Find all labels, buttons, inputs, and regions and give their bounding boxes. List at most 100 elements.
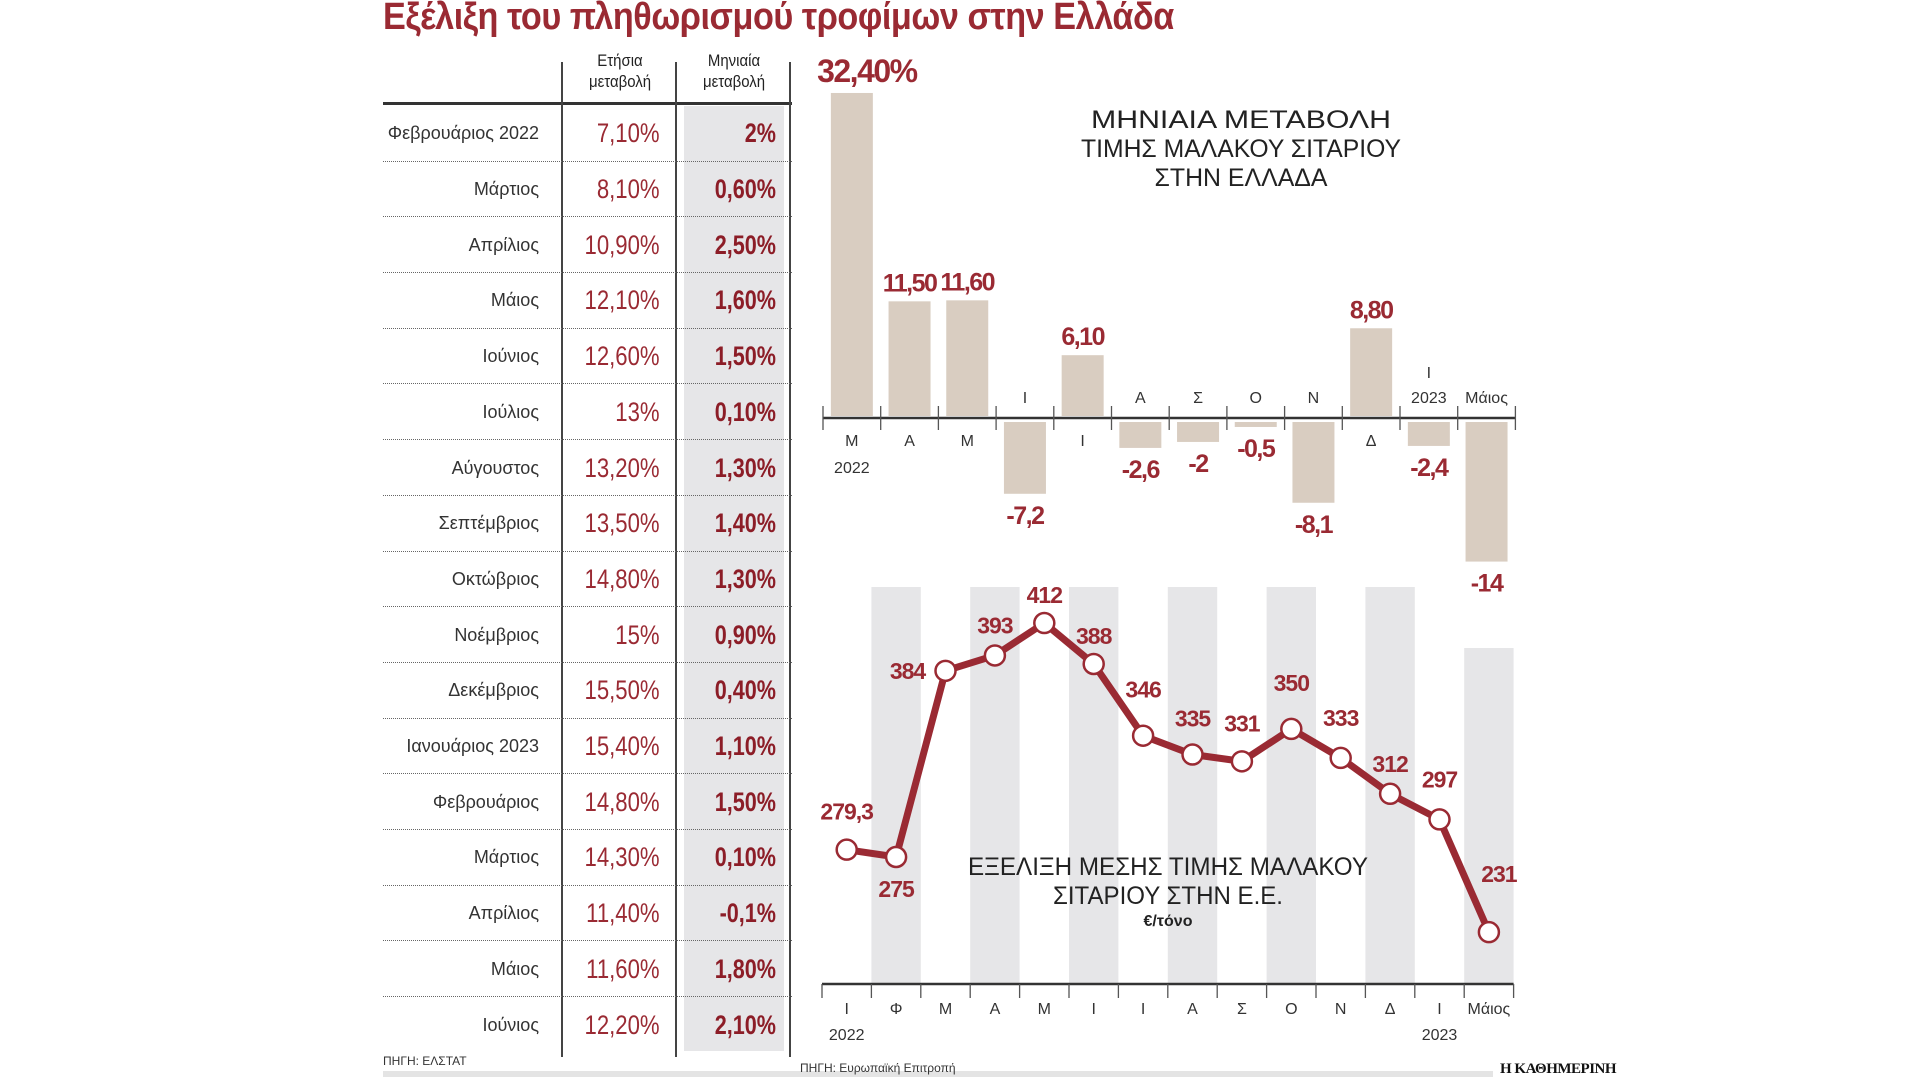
column-divider <box>789 62 791 1057</box>
line-category-label: Ν <box>1335 1001 1347 1018</box>
price-value-label: 335 <box>1175 706 1212 732</box>
bar-year-label: 2023 <box>1411 390 1447 407</box>
header-monthly-change: Μηνιαία μεταβολή <box>686 50 783 92</box>
line-chart-title: ΕΞΕΛΙΞΗ ΜΕΣΗΣ ΤΙΜΗΣ ΜΑΛΑΚΟΥ ΣΙΤΑΡΙΟΥ ΣΤΗ… <box>968 853 1368 930</box>
table-row: Απρίλιος 10,90% 2,50% <box>383 217 792 274</box>
bar-category-label: Ο <box>1250 390 1262 407</box>
row-month: Νοέμβριος <box>454 624 539 645</box>
line-category-label: Δ <box>1385 1001 1396 1018</box>
row-divider <box>383 884 792 886</box>
price-value-label: 384 <box>890 658 927 684</box>
row-divider <box>383 606 792 608</box>
bar <box>1234 422 1277 427</box>
table-row: Ιανουάριος 2023 15,40% 1,10% <box>383 719 792 775</box>
row-month: Δεκέμβριος <box>448 680 539 701</box>
bar <box>1119 422 1162 448</box>
header-annual-line1: Ετήσια <box>597 51 643 70</box>
row-month: Φεβρουάριος 2022 <box>387 123 539 144</box>
row-divider <box>383 383 792 385</box>
row-annual-change: 14,30% <box>584 842 660 873</box>
price-value-label: 231 <box>1481 861 1518 887</box>
bar-value-label: -0,5 <box>1237 435 1276 463</box>
row-monthly-change: 1,60% <box>714 285 776 316</box>
row-monthly-change: 2,50% <box>714 229 776 260</box>
column-divider <box>675 62 677 1057</box>
bar-category-label: Δ <box>1366 433 1377 450</box>
price-point <box>1329 746 1352 770</box>
row-month: Μάιος <box>490 290 539 311</box>
row-monthly-change: 2,10% <box>714 1009 776 1040</box>
bar <box>888 301 931 416</box>
bar <box>946 300 989 416</box>
bar-value-label: -8,1 <box>1295 511 1334 539</box>
brand-logo: Η ΚΑΘΗΜΕΡΙΝΗ <box>1500 1061 1617 1077</box>
price-point <box>1477 920 1501 944</box>
row-divider <box>383 996 792 998</box>
row-annual-change: 13,20% <box>584 452 660 483</box>
price-point <box>1428 808 1451 831</box>
row-monthly-change: 1,40% <box>714 508 776 539</box>
row-divider <box>383 550 792 552</box>
footer-bar <box>383 1071 1493 1077</box>
price-point <box>1378 782 1402 806</box>
row-monthly-change: 1,30% <box>714 452 776 483</box>
line-year-label: 2023 <box>1422 1027 1458 1044</box>
bar-value-label: -2,4 <box>1410 454 1449 482</box>
price-point <box>1033 611 1056 635</box>
bar-value-label: -14 <box>1471 570 1504 598</box>
line-category-label: Α <box>990 1001 1001 1018</box>
monthly-column-shading <box>684 106 784 1051</box>
bar-category-label: Α <box>1135 390 1146 407</box>
line-title-line2: ΣΙΤΑΡΙΟΥ ΣΤΗΝ Ε.Ε. <box>1053 882 1283 910</box>
price-value-label: 346 <box>1125 677 1161 703</box>
price-value-label: 312 <box>1372 751 1408 777</box>
bar-year-label: 2022 <box>834 460 870 477</box>
row-divider <box>383 940 792 942</box>
row-month: Μάιος <box>490 958 539 979</box>
bar-category-label: Ι <box>1427 365 1431 382</box>
row-annual-change: 8,10% <box>596 174 660 205</box>
row-monthly-change: 0,40% <box>714 675 776 706</box>
line-category-label: Σ <box>1237 1001 1247 1018</box>
row-divider <box>383 717 792 719</box>
row-month: Φεβρουάριος <box>432 791 539 812</box>
row-annual-change: 15,40% <box>584 731 660 762</box>
row-monthly-change: 1,50% <box>714 341 776 372</box>
line-category-label: Ο <box>1285 1001 1297 1018</box>
bar <box>1061 355 1104 416</box>
table-row: Μάρτιος 8,10% 0,60% <box>383 162 792 218</box>
price-value-label: 388 <box>1076 623 1113 649</box>
bar <box>1003 422 1046 494</box>
price-value-label: 275 <box>878 876 915 902</box>
row-month: Σεπτέμβριος <box>438 513 539 534</box>
monthly-change-bar-chart: 32,40% Μ 11,50 Α 11,60 Μ -7,2 Ι 6,10 Ι -2,6 Α -2 Σ -0,… <box>817 53 1517 598</box>
table-row: Οκτώβριος 14,80% 1,30% <box>383 552 792 608</box>
row-annual-change: 11,40% <box>586 898 660 929</box>
row-divider <box>383 160 792 162</box>
price-point <box>934 659 957 683</box>
line-chart-source: ΠΗΓΗ: Ευρωπαϊκή Επιτροπή <box>800 1061 956 1075</box>
bar-category-label: Μάιος <box>1465 390 1508 407</box>
row-month: Αύγουστος <box>451 457 539 478</box>
table-row: Μάιος 11,60% 1,80% <box>383 942 792 998</box>
header-monthly-line1: Μηνιαία <box>707 51 761 70</box>
price-value-label: 393 <box>977 612 1013 638</box>
price-value-label: 279,3 <box>820 799 873 825</box>
row-annual-change: 10,90% <box>584 229 660 260</box>
bar-title-line2: ΤΙΜΗΣ ΜΑΛΑΚΟΥ ΣΙΤΑΡΙΟΥ <box>1081 135 1401 163</box>
bar-category-label: Μ <box>845 433 858 450</box>
row-monthly-change: 0,60% <box>714 174 776 205</box>
price-value-label: 333 <box>1323 705 1359 731</box>
row-annual-change: 14,80% <box>584 786 660 817</box>
bar-category-label: Α <box>904 433 915 450</box>
bar-value-label: -2,6 <box>1122 456 1160 484</box>
bar-value-label: 6,10 <box>1061 323 1104 351</box>
row-annual-change: 13% <box>615 396 660 427</box>
line-unit-label: €/τόνο <box>1144 913 1193 930</box>
row-monthly-change: 1,30% <box>714 563 776 594</box>
row-month: Απρίλιος <box>468 234 539 255</box>
row-annual-change: 15,50% <box>584 675 660 706</box>
row-annual-change: 12,60% <box>584 341 660 372</box>
price-value-label: 297 <box>1422 766 1458 792</box>
bar-category-label: Σ <box>1193 390 1203 407</box>
